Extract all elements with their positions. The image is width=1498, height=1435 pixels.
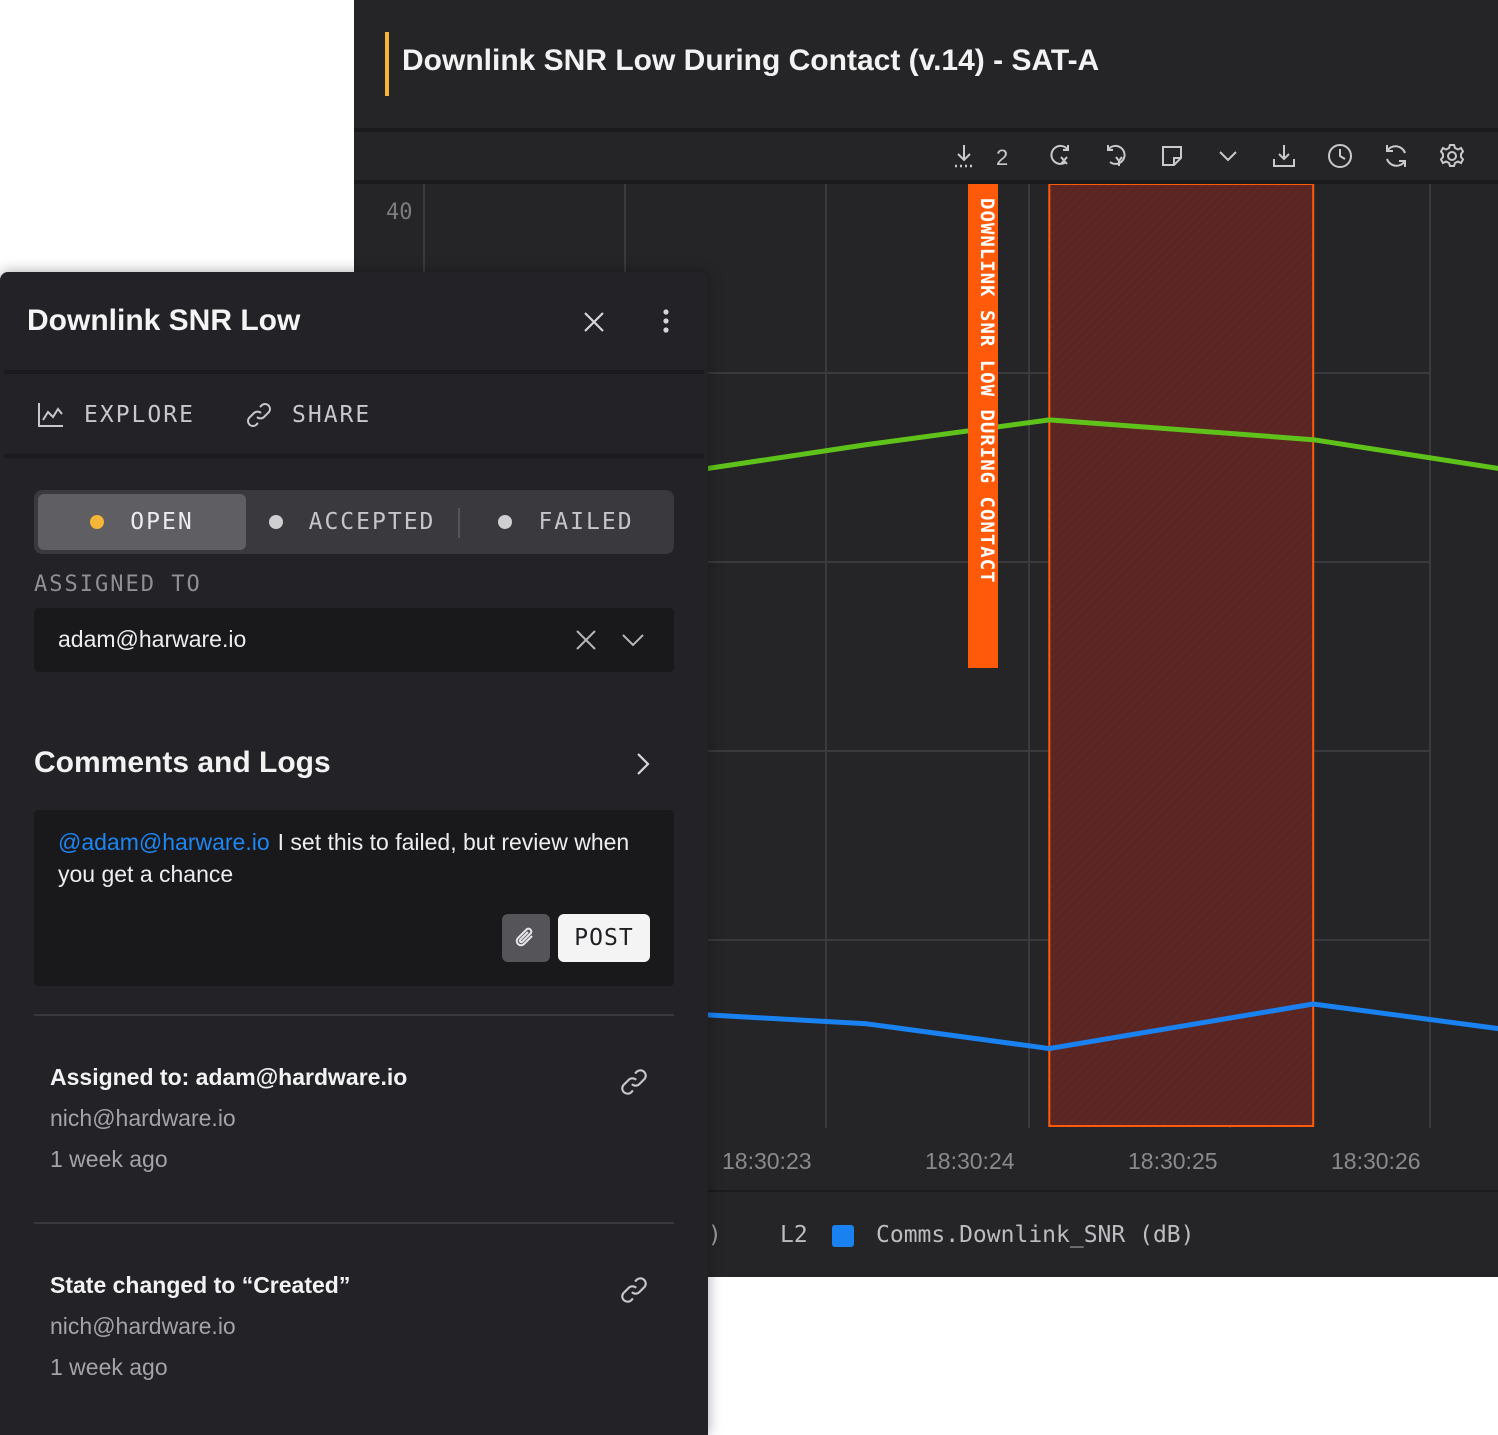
series-line-1[interactable] [602,1001,1498,1052]
log-item: State changed to “Created” nich@hardware… [50,1272,660,1381]
annotation-hatch [1050,185,1313,1125]
annotation-band [1048,184,1315,1127]
chart-legend: W) L2 Comms.Downlink_SNR (dB) [354,1192,1498,1277]
state-open-button[interactable]: OPEN [38,494,246,550]
annotation-label-tag[interactable]: DOWNLINK SNR LOW DURING CONTACT [968,184,998,668]
history-icon[interactable] [1326,142,1354,170]
state-label: FAILED [538,509,634,535]
plot-area[interactable] [354,184,1498,1128]
share-button[interactable]: SHARE [244,400,371,430]
link-icon[interactable] [618,1066,650,1098]
series-lines [602,417,1498,1052]
y-tick-label: 40 [386,200,413,225]
log-time: 1 week ago [50,1354,168,1380]
state-selector: OPEN ACCEPTED FAILED [34,490,674,554]
reset-y-icon[interactable] [1102,142,1130,170]
status-dot [498,515,513,529]
plot-svg [423,184,1498,1128]
mention-link[interactable]: @adam@harware.io [58,829,270,855]
assignee-value: adam@harware.io [58,626,247,652]
segment-divider [458,508,460,538]
comment-text[interactable]: @adam@harware.io I set this to failed, bu… [58,826,638,890]
state-label: OPEN [130,509,194,535]
download-annotations-icon[interactable] [950,142,978,170]
log-author: nich@hardware.io [50,1105,236,1131]
more-options-icon[interactable] [654,306,678,336]
reset-x-icon[interactable] [1046,142,1074,170]
assignee-select[interactable]: adam@harware.io [34,608,674,672]
clear-icon[interactable] [574,628,598,652]
x-tick-label: 18:30:23 [722,1148,812,1174]
divider [34,1222,674,1224]
chart-header: Downlink SNR Low During Contact (v.14) -… [354,0,1498,132]
event-panel: Downlink SNR Low EXPLORE SHARE OPEN ACCE… [0,272,708,1435]
link-icon[interactable] [618,1274,650,1306]
series-line-0[interactable] [602,417,1498,487]
legend-series-name[interactable]: Comms.Downlink_SNR (dB) [876,1222,1195,1248]
state-failed-button[interactable]: FAILED [462,494,670,550]
divider [4,370,704,374]
explore-button[interactable]: EXPLORE [36,400,195,430]
chart-toolbar: 2 [354,132,1498,184]
x-tick-label: 18:30:25 [1128,1148,1218,1174]
log-title: State changed to “Created” [50,1272,351,1298]
legend-series-id: L2 [780,1222,808,1248]
divider [4,454,704,458]
note-icon[interactable] [1158,142,1186,170]
explore-label: EXPLORE [84,402,195,428]
x-axis: 18:30:23 18:30:24 18:30:25 18:30:26 [354,1132,1498,1192]
x-tick-label: 18:30:24 [925,1148,1015,1174]
state-accepted-button[interactable]: ACCEPTED [248,494,456,550]
title-accent-bar [385,32,389,96]
log-author: nich@hardware.io [50,1313,236,1339]
annotation-label: DOWNLINK SNR LOW DURING CONTACT [976,198,998,584]
annotation-count: 2 [996,145,1009,170]
attach-button[interactable] [502,914,550,962]
close-icon[interactable] [580,308,608,336]
divider [34,1014,674,1016]
chevron-right-icon[interactable] [628,750,656,778]
state-label: ACCEPTED [308,509,436,535]
x-tick-label: 18:30:26 [1331,1148,1421,1174]
chart-title: Downlink SNR Low During Contact (v.14) -… [402,44,1100,77]
panel-title: Downlink SNR Low [27,304,301,337]
comments-title: Comments and Logs [34,746,331,779]
settings-icon[interactable] [1438,142,1466,170]
paperclip-icon [515,927,533,947]
comment-body: I set this to failed, but review when yo… [58,829,630,887]
log-item: Assigned to: adam@hardware.io nich@hardw… [50,1064,660,1173]
status-dot [90,515,105,529]
link-icon [247,403,271,427]
log-title: Assigned to: adam@hardware.io [50,1064,408,1090]
chevron-down-icon[interactable] [1214,142,1242,170]
comment-input[interactable]: @adam@harware.io I set this to failed, bu… [34,810,674,986]
export-icon[interactable] [1270,142,1298,170]
log-time: 1 week ago [50,1146,168,1172]
status-dot [268,515,283,529]
share-label: SHARE [292,402,372,428]
legend-swatch[interactable] [832,1225,854,1247]
chart-line-icon [38,403,63,427]
assigned-to-label: ASSIGNED TO [34,572,202,597]
post-button[interactable]: POST [558,914,650,962]
refresh-icon[interactable] [1382,142,1410,170]
chevron-down-icon[interactable] [620,628,646,652]
